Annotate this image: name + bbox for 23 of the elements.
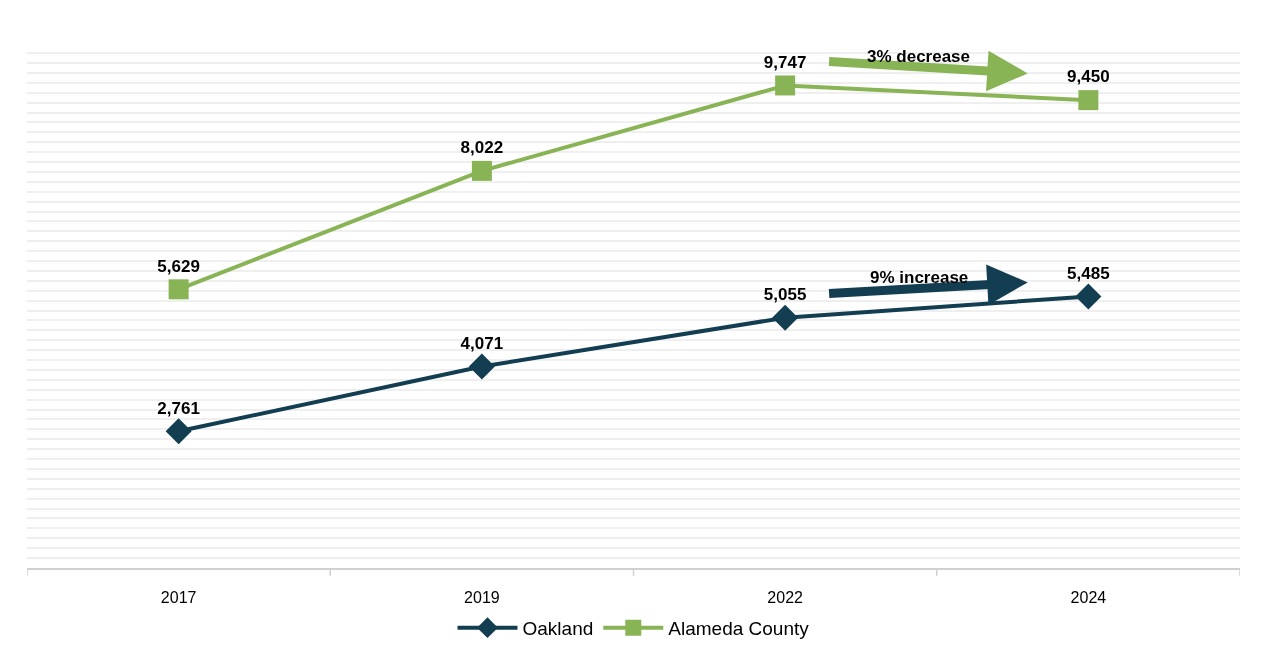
x-tick-label: 2022 bbox=[767, 588, 804, 606]
point bbox=[775, 75, 796, 96]
legend-label: Oakland bbox=[522, 618, 594, 640]
x-tick-label: 2024 bbox=[1070, 588, 1107, 606]
point bbox=[471, 160, 492, 181]
data-label: 8,022 bbox=[460, 138, 504, 158]
x-tick-label: 2019 bbox=[464, 588, 500, 606]
data-label: 2,761 bbox=[157, 398, 200, 418]
data-label: 9,450 bbox=[1067, 67, 1110, 87]
data-label: 5,055 bbox=[763, 284, 807, 304]
point bbox=[165, 418, 192, 445]
annotation: 9% increase bbox=[870, 268, 969, 287]
point bbox=[1075, 283, 1102, 310]
point bbox=[1078, 90, 1099, 111]
data-label: 4,071 bbox=[460, 333, 504, 353]
data-label: 5,485 bbox=[1067, 263, 1110, 283]
point bbox=[468, 353, 495, 380]
data-label: 9,747 bbox=[763, 52, 807, 72]
x-tick-label: 2017 bbox=[160, 588, 197, 606]
point bbox=[772, 304, 799, 331]
data-label: 5,629 bbox=[157, 256, 200, 276]
point bbox=[168, 279, 189, 300]
legend-label: Alameda County bbox=[668, 618, 810, 640]
